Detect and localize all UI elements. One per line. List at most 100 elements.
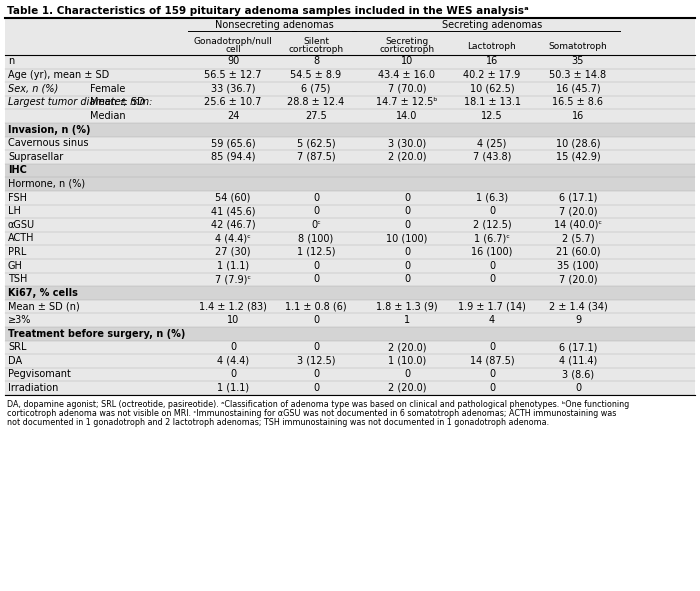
Text: 8 (100): 8 (100) [298,233,334,243]
Text: 21 (60.0): 21 (60.0) [556,247,601,257]
Text: PRL: PRL [8,247,27,257]
Bar [5,96,695,109]
Bar [5,354,695,368]
Bar [5,204,695,218]
Text: 2 (20.0): 2 (20.0) [388,383,426,393]
Text: Treatment before surgery, n (%): Treatment before surgery, n (%) [8,329,186,339]
Text: 33 (36.7): 33 (36.7) [211,84,256,94]
Text: 24: 24 [227,111,239,121]
Text: 14.7 ± 12.5ᵇ: 14.7 ± 12.5ᵇ [377,98,438,108]
Text: n: n [8,57,14,67]
Text: 1: 1 [404,315,410,325]
Text: 0: 0 [489,274,495,284]
Text: 42 (46.7): 42 (46.7) [211,220,256,230]
Text: 1 (1.1): 1 (1.1) [217,261,249,271]
Text: 1 (10.0): 1 (10.0) [388,356,426,366]
Bar [5,164,695,177]
Text: 0: 0 [230,342,236,352]
Bar [5,150,695,164]
Text: Ki67, % cells: Ki67, % cells [8,288,78,298]
Text: 0: 0 [404,261,410,271]
Text: SRL: SRL [8,342,27,352]
Text: 0: 0 [313,261,319,271]
Text: 16 (45.7): 16 (45.7) [556,84,601,94]
Text: 4 (25): 4 (25) [477,138,507,148]
Text: 85 (94.4): 85 (94.4) [211,152,256,162]
Text: 0: 0 [404,206,410,216]
Text: ACTH: ACTH [8,233,34,243]
Text: Somatotroph: Somatotroph [549,42,608,51]
Bar [5,55,695,69]
Text: 8: 8 [313,57,319,67]
Text: corticotroph adenoma was not visible on MRI. ᶜImmunostaining for αGSU was not do: corticotroph adenoma was not visible on … [7,409,617,418]
Text: 0: 0 [313,342,319,352]
Text: 1.9 ± 1.7 (14): 1.9 ± 1.7 (14) [458,301,526,311]
Text: 0: 0 [404,369,410,379]
Text: 0ᶜ: 0ᶜ [311,220,321,230]
Text: 90: 90 [227,57,239,67]
Text: 43.4 ± 16.0: 43.4 ± 16.0 [379,70,435,80]
Text: 0: 0 [230,369,236,379]
Text: 1 (6.3): 1 (6.3) [476,193,508,203]
Text: 0: 0 [489,206,495,216]
Text: 0: 0 [313,369,319,379]
Text: not documented in 1 gonadotroph and 2 lactotroph adenomas; TSH immunostaining wa: not documented in 1 gonadotroph and 2 la… [7,418,549,427]
Text: 4 (4.4): 4 (4.4) [217,356,249,366]
Text: 10 (28.6): 10 (28.6) [556,138,601,148]
Text: Nonsecreting adenomas: Nonsecreting adenomas [215,20,334,30]
Bar [5,381,695,395]
Text: 4 (11.4): 4 (11.4) [559,356,597,366]
Text: 2 ± 1.4 (34): 2 ± 1.4 (34) [549,301,608,311]
Text: 7 (20.0): 7 (20.0) [559,274,597,284]
Text: 2 (5.7): 2 (5.7) [561,233,594,243]
Text: 0: 0 [313,206,319,216]
Text: 14 (87.5): 14 (87.5) [470,356,514,366]
Text: Silent: Silent [303,37,329,46]
Text: 9: 9 [575,315,581,325]
Text: 16.5 ± 8.6: 16.5 ± 8.6 [552,98,603,108]
Text: Invasion, n (%): Invasion, n (%) [8,125,90,135]
Text: LH: LH [8,206,21,216]
Text: corticotroph: corticotroph [288,45,344,54]
Text: 3 (8.6): 3 (8.6) [562,369,594,379]
Text: 5 (62.5): 5 (62.5) [297,138,335,148]
Text: 1 (1.1): 1 (1.1) [217,383,249,393]
Text: 7 (70.0): 7 (70.0) [388,84,426,94]
Bar [5,18,695,395]
Text: 7 (87.5): 7 (87.5) [297,152,335,162]
Text: 0: 0 [489,261,495,271]
Text: 0: 0 [313,193,319,203]
Text: FSH: FSH [8,193,27,203]
Text: 4 (4.4)ᶜ: 4 (4.4)ᶜ [215,233,251,243]
Text: 14.0: 14.0 [396,111,418,121]
Text: GH: GH [8,261,23,271]
Text: ≥3%: ≥3% [8,315,32,325]
Bar [5,82,695,96]
Text: 6 (75): 6 (75) [301,84,330,94]
Text: 50.3 ± 14.8: 50.3 ± 14.8 [550,70,607,80]
Text: Cavernous sinus: Cavernous sinus [8,138,88,148]
Text: Mean ± SD: Mean ± SD [90,98,145,108]
Bar [5,272,695,286]
Bar [5,69,695,82]
Text: Gonadotroph/null: Gonadotroph/null [194,37,272,46]
Text: 1 (6.7)ᶜ: 1 (6.7)ᶜ [474,233,510,243]
Bar [5,300,695,313]
Text: 15 (42.9): 15 (42.9) [556,152,601,162]
Text: Sex, n (%): Sex, n (%) [8,84,58,94]
Text: 7 (43.8): 7 (43.8) [473,152,511,162]
Text: Female: Female [90,84,125,94]
Text: 0: 0 [489,383,495,393]
Text: cell: cell [225,45,241,54]
Text: 28.8 ± 12.4: 28.8 ± 12.4 [288,98,344,108]
Text: DA, dopamine agonist; SRL (octreotide, pasireotide). ᵃClassification of adenoma : DA, dopamine agonist; SRL (octreotide, p… [7,400,629,409]
Bar [5,232,695,245]
Text: DA: DA [8,356,22,366]
Bar [5,18,695,35]
Text: 0: 0 [404,193,410,203]
Text: 1.1 ± 0.8 (6): 1.1 ± 0.8 (6) [285,301,346,311]
Text: 0: 0 [313,315,319,325]
Text: 0: 0 [489,342,495,352]
Text: 1.4 ± 1.2 (83): 1.4 ± 1.2 (83) [199,301,267,311]
Text: 54 (60): 54 (60) [216,193,251,203]
